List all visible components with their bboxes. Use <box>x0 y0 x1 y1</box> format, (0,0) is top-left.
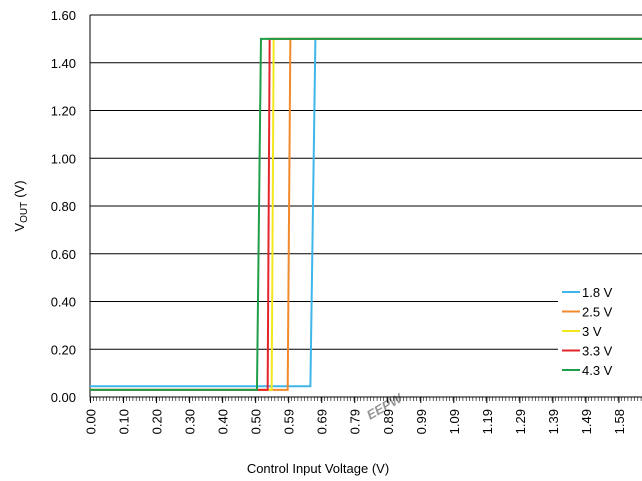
series-line <box>90 37 642 391</box>
y-label-sub: OUT <box>19 202 30 223</box>
legend-label: 3 V <box>582 324 602 339</box>
x-tick-label: 1.58 <box>612 409 627 434</box>
y-tick-label: 0.20 <box>51 342 76 357</box>
x-tick-label: 0.89 <box>381 409 396 434</box>
x-tick-label: 0.40 <box>216 409 231 434</box>
x-axis-label: Control Input Voltage (V) <box>247 461 389 476</box>
x-tick-label: 0.79 <box>348 409 363 434</box>
y-tick-label: 1.00 <box>51 151 76 166</box>
x-tick-label: 0.69 <box>315 409 330 434</box>
y-tick-label: 0.80 <box>51 199 76 214</box>
x-tick-label: 1.19 <box>480 409 495 434</box>
x-tick-label: 0.20 <box>150 409 165 434</box>
y-tick-label: 0.60 <box>51 247 76 262</box>
y-tick-label: 1.60 <box>51 8 76 23</box>
y-label-unit: (V) <box>12 180 27 197</box>
x-tick-label: 0.99 <box>414 409 429 434</box>
x-tick-label: 0.00 <box>84 409 99 434</box>
x-tick-label: 1.49 <box>579 409 594 434</box>
x-tick-label: 0.30 <box>183 409 198 434</box>
x-tick-label: 1.09 <box>447 409 462 434</box>
x-tick-label: 0.10 <box>117 409 132 434</box>
y-tick-label: 0.40 <box>51 295 76 310</box>
legend-label: 1.8 V <box>582 285 613 300</box>
y-tick-label: 1.40 <box>51 56 76 71</box>
legend-label: 3.3 V <box>582 344 613 359</box>
y-tick-label: 1.20 <box>51 104 76 119</box>
legend-label: 2.5 V <box>582 305 613 320</box>
x-tick-label: 0.59 <box>282 409 297 434</box>
y-label-main: V <box>12 223 27 232</box>
x-tick-label: 0.50 <box>249 409 264 434</box>
x-tick-label: 1.39 <box>546 409 561 434</box>
legend-label: 4.3 V <box>582 363 613 378</box>
y-tick-label: 0.00 <box>51 390 76 405</box>
x-tick-label: 1.29 <box>513 409 528 434</box>
y-axis-label: VOUT (V) <box>12 180 30 231</box>
